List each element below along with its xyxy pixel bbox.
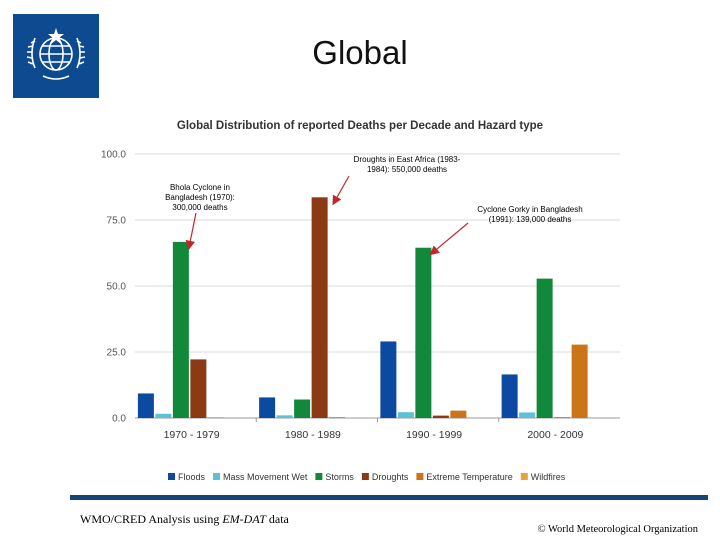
- bar-droughts: [554, 417, 571, 418]
- bar-mass-movement-wet: [276, 415, 293, 418]
- bar-floods: [380, 341, 397, 418]
- x-tick-label: 1990 - 1999: [406, 429, 462, 441]
- bar-mass-movement-wet: [155, 413, 172, 418]
- legend-label: Droughts: [372, 472, 409, 482]
- legend-label: Wildfires: [531, 472, 566, 482]
- y-tick-label: 0.0: [112, 414, 126, 425]
- bar-floods: [259, 397, 276, 418]
- y-tick-label: 75.0: [107, 216, 127, 227]
- bar-droughts: [190, 359, 207, 418]
- annotation-text: Cyclone Gorky in Bangladesh: [477, 205, 582, 214]
- bar-wildfires: [467, 417, 484, 418]
- legend-swatch: [213, 473, 221, 480]
- x-axis-ticks: 1970 - 1979 1980 - 1989 1990 - 1999 2000 - …: [164, 429, 584, 441]
- x-tick-label: 1980 - 1989: [285, 429, 341, 441]
- x-tick-label: 2000 - 2009: [527, 429, 583, 441]
- bar-mass-movement-wet: [519, 412, 536, 418]
- annotation-arrow: [429, 222, 469, 256]
- bar-droughts: [432, 415, 449, 418]
- legend-label: Extreme Temperature: [426, 472, 512, 482]
- bars: [137, 197, 606, 418]
- annotation-text: Droughts in East Africa (1983-: [354, 155, 461, 164]
- bar-floods: [501, 374, 518, 418]
- bar-droughts: [311, 197, 328, 418]
- annotation-arrow: [332, 175, 350, 206]
- footer-credit: WMO/CRED Analysis using EM-DAT data: [80, 512, 289, 527]
- annotation-text: 300,000 deaths: [172, 203, 227, 212]
- bar-extreme-temperature: [329, 417, 346, 418]
- bar-wildfires: [589, 417, 606, 418]
- annotation-text: 1984): 550,000 deaths: [367, 165, 447, 174]
- bar-wildfires: [346, 417, 363, 418]
- slide-title: Global: [312, 34, 408, 71]
- footer-credit-prefix: WMO/CRED Analysis using: [80, 512, 223, 526]
- bar-mass-movement-wet: [397, 412, 414, 418]
- bar-storms: [415, 247, 432, 418]
- bar-floods: [137, 393, 154, 418]
- chart-panel: Global Distribution of reported Deaths p…: [90, 108, 630, 500]
- annotation-text: (1991): 139,000 deaths: [489, 215, 572, 224]
- bar-wildfires: [225, 417, 242, 418]
- bar-extreme-temperature: [571, 344, 588, 418]
- bar-extreme-temperature: [450, 410, 467, 418]
- bar-storms: [294, 399, 311, 418]
- wmo-emblem-icon: [26, 28, 86, 80]
- legend-swatch: [520, 473, 528, 480]
- bar-storms: [536, 278, 553, 418]
- bar-storms: [172, 241, 189, 418]
- wmo-logo: [13, 14, 99, 98]
- annotation-arrow: [185, 212, 197, 251]
- legend-swatch: [315, 473, 323, 480]
- annotation-text: Bangladesh (1970):: [165, 193, 235, 202]
- footer-credit-database: EM-DAT: [222, 512, 266, 526]
- legend: Floods Mass Movement Wet Storms Droughts Ext…: [168, 472, 566, 482]
- legend-label: Mass Movement Wet: [223, 472, 308, 482]
- y-tick-label: 100.0: [101, 150, 126, 161]
- annotation-text: Bhola Cyclone in: [170, 183, 230, 192]
- x-tick-label: 1970 - 1979: [164, 429, 220, 441]
- legend-label: Floods: [178, 472, 206, 482]
- bar-extreme-temperature: [207, 417, 224, 418]
- footer-rule: [70, 495, 708, 500]
- y-tick-label: 50.0: [107, 282, 127, 293]
- legend-swatch: [168, 473, 175, 480]
- footer-credit-suffix: data: [265, 512, 289, 526]
- legend-swatch: [416, 473, 424, 480]
- y-axis-ticks: 0.0 25.0 50.0 75.0 100.0: [101, 150, 126, 425]
- chart-title: Global Distribution of reported Deaths p…: [177, 120, 543, 132]
- legend-label: Storms: [325, 472, 354, 482]
- legend-swatch: [361, 473, 369, 480]
- bar-chart: Global Distribution of reported Deaths p…: [101, 120, 620, 482]
- y-tick-label: 25.0: [107, 348, 127, 359]
- footer-copyright: © World Meteorological Organization: [537, 524, 698, 535]
